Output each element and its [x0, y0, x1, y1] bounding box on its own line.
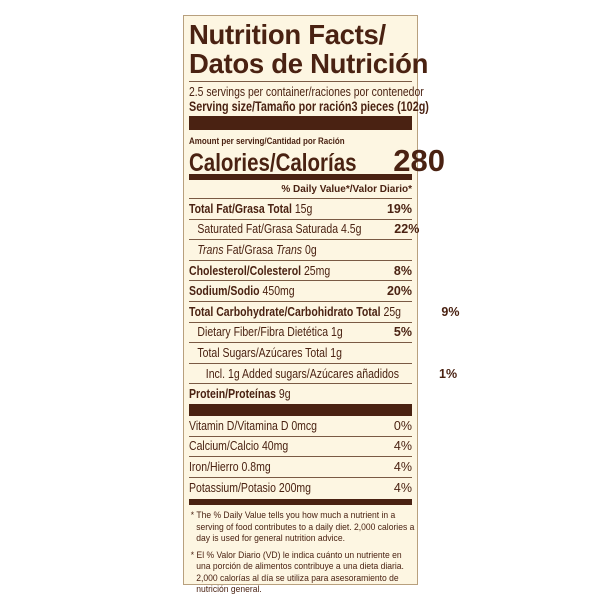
vitamin-dv: 4% — [393, 459, 412, 474]
nutrient-dv: 19% — [386, 201, 412, 216]
nutrient-dv: 9% — [441, 304, 460, 319]
vitamin-row: Vitamin D/Vitamina D 0mcg 0% — [189, 416, 412, 437]
nutrient-row: Sodium/Sodio 450mg 20% — [189, 281, 412, 302]
amount-per-serving: Amount per serving/Cantidad por Ración — [189, 136, 345, 147]
nutrient-row: Total Carbohydrate/Carbohidrato Total 25… — [189, 302, 459, 323]
nutrient-dv: 22% — [394, 222, 420, 237]
calories-label: Calories/Calorías — [189, 149, 357, 177]
vitamin-row: Iron/Hierro 0.8mg 4% — [189, 457, 412, 478]
thick-divider — [189, 116, 412, 130]
servings-per-container: 2.5 servings per container/raciones por … — [189, 84, 424, 99]
vitamin-name: Iron/Hierro — [189, 459, 239, 474]
nutrient-amount: 4.5g — [341, 222, 362, 237]
footnote-es: * El % Valor Diario (VD) le indica cuánt… — [190, 549, 404, 596]
nutrient-name: Incl. 1g Added sugars/Azúcares añadidos — [205, 366, 400, 381]
vitamin-amount: 200mg — [278, 480, 312, 495]
nutrient-dv: 1% — [439, 366, 458, 381]
vitamin-dv: 4% — [393, 480, 412, 495]
vitamin-name: Calcium/Calcio — [189, 439, 260, 454]
vitamin-amount: 0mcg — [291, 418, 318, 433]
vitamin-name: Vitamin D/Vitamina D — [189, 418, 289, 433]
nutrient-name: Total Sugars/Azúcares Total — [197, 345, 328, 360]
nutrient-row: Trans Fat/Grasa Trans 0g — [189, 240, 412, 261]
serving-size-value: 3 pieces (102g) — [351, 99, 429, 114]
nutrient-row: Saturated Fat/Grasa Saturada 4.5g 22% — [189, 220, 419, 241]
divider — [189, 81, 412, 82]
title-es: Datos de Nutrición — [189, 48, 429, 79]
calories-row: Calories/Calorías 280 — [189, 143, 445, 178]
serving-size: Serving size/Tamaño por ración 3 pieces … — [189, 99, 429, 114]
dv-header: % Daily Value*/Valor Diario* — [189, 180, 412, 199]
nutrient-name: Cholesterol/Colesterol — [189, 263, 302, 278]
nutrient-row: Cholesterol/Colesterol 25mg 8% — [189, 261, 412, 282]
serving-size-label: Serving size/Tamaño por ración — [189, 99, 352, 114]
nutrient-amount: 450mg — [262, 284, 295, 299]
nutrient-row: Total Fat/Grasa Total 15g 19% — [189, 199, 412, 220]
nutrient-name: Dietary Fiber/Fibra Dietética — [197, 325, 329, 340]
nutrient-dv: 8% — [393, 263, 412, 278]
footnote-en: * The % Daily Value tells you how much a… — [190, 510, 415, 545]
nutrient-row: Dietary Fiber/Fibra Dietética 1g 5% — [189, 323, 412, 344]
vitamin-dv: 4% — [393, 439, 412, 454]
medium-divider — [189, 174, 412, 180]
vitamin-row: Calcium/Calcio 40mg 4% — [189, 437, 412, 458]
nutrition-facts-label: Nutrition Facts/ Datos de Nutrición 2.5 … — [183, 15, 459, 595]
nutrient-row: Incl. 1g Added sugars/Azúcares añadidos … — [189, 364, 457, 385]
vitamin-list: Vitamin D/Vitamina D 0mcg 0% Calcium/Calci… — [189, 416, 412, 497]
title-en: Nutrition Facts/ — [189, 19, 386, 50]
medium-divider — [189, 499, 412, 506]
vitamin-row: Potassium/Potasio 200mg 4% — [189, 478, 412, 498]
vitamin-amount: 40mg — [261, 439, 289, 454]
nutrient-name: Total Carbohydrate/Carbohidrato Total — [189, 304, 381, 319]
nutrient-name: Sodium/Sodio — [189, 284, 260, 299]
nutrient-row: Total Sugars/Azúcares Total 1g — [189, 343, 412, 364]
vitamin-amount: 0.8mg — [241, 459, 271, 474]
nutrient-name: Protein/Proteínas — [189, 387, 276, 402]
nutrient-amount: 9g — [278, 387, 291, 402]
nutrient-name: Total Fat/Grasa Total — [189, 201, 292, 216]
thick-divider — [189, 403, 412, 416]
nutrient-amount: 0g — [304, 242, 317, 257]
nutrient-amount: 1g — [330, 345, 342, 360]
nutrient-list: Total Fat/Grasa Total 15g 19% Saturated Fa… — [189, 199, 459, 404]
nutrient-name: Trans Fat/Grasa Trans — [197, 242, 303, 257]
nutrient-row: Protein/Proteínas 9g — [189, 384, 412, 404]
nutrient-amount: 15g — [294, 201, 313, 216]
nutrient-amount: 25g — [383, 304, 401, 319]
nutrient-name: Saturated Fat/Grasa Saturada — [197, 222, 339, 237]
nutrient-amount: 1g — [331, 325, 343, 340]
vitamin-name: Potassium/Potasio — [189, 480, 276, 495]
nutrient-dv: 20% — [386, 284, 412, 299]
vitamin-dv: 0% — [393, 418, 412, 433]
nutrient-dv: 5% — [393, 325, 412, 340]
nutrient-amount: 25mg — [303, 263, 331, 278]
calories-value: 280 — [393, 143, 445, 178]
